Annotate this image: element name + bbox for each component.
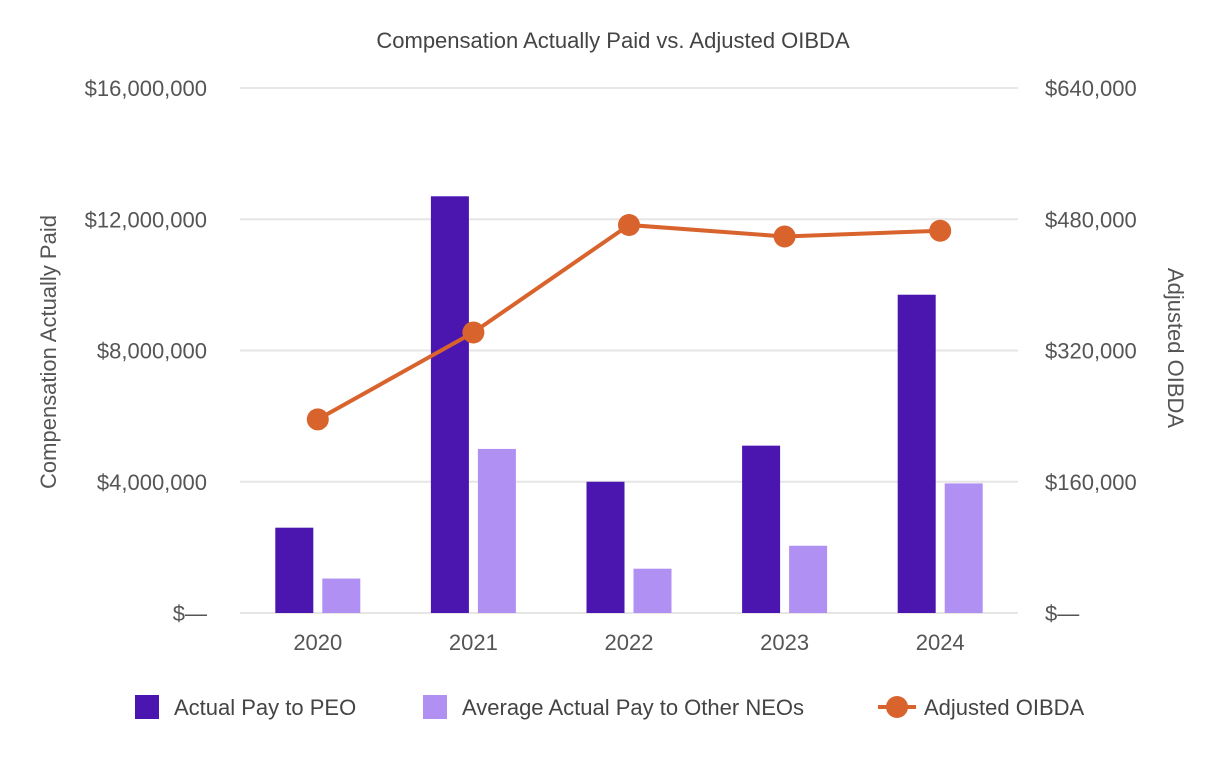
x-tick-label: 2022 [605,630,654,655]
bar-other-neos-2023 [789,545,828,613]
oibda-point-2024 [929,219,952,242]
chart-title: Compensation Actually Paid vs. Adjusted … [376,28,850,53]
bar-other-neos-2021 [477,448,516,613]
bar-peo-2020 [275,527,314,613]
bar-peo-2022 [586,481,625,613]
left-tick-label: $— [173,601,207,626]
left-tick-label: $16,000,000 [85,76,207,101]
left-tick-label: $4,000,000 [97,470,207,495]
x-tick-label: 2024 [916,630,965,655]
right-tick-label: $320,000 [1045,339,1137,364]
legend-label: Actual Pay to PEO [174,695,356,720]
x-axis-ticks: 2020 2021 2022 2023 2024 [293,630,964,655]
right-tick-label: $640,000 [1045,76,1137,101]
legend-label: Adjusted OIBDA [924,695,1085,720]
oibda-point-2021 [462,321,485,344]
bar-other-neos-2024 [944,483,983,613]
grid-lines [240,87,1018,614]
legend-swatch [135,695,159,719]
bar-peo-2021 [430,196,469,613]
right-tick-label: $480,000 [1045,207,1137,232]
bar-peo-2023 [742,445,781,613]
left-tick-label: $8,000,000 [97,339,207,364]
bar-peo-2024 [897,294,936,613]
legend-swatch [423,695,447,719]
left-axis-ticks: $— $4,000,000 $8,000,000 $12,000,000 $16,000… [85,76,207,626]
oibda-line-path [316,222,941,422]
oibda-line [306,213,952,431]
x-tick-label: 2020 [293,630,342,655]
x-tick-label: 2021 [449,630,498,655]
legend-label: Average Actual Pay to Other NEOs [462,695,804,720]
legend: Actual Pay to PEO Average Actual Pay to O… [135,695,1085,720]
right-tick-label: $160,000 [1045,470,1137,495]
oibda-point-2023 [773,225,796,248]
bar-other-neos-2022 [633,568,672,613]
legend-marker [886,696,908,718]
oibda-point-2022 [618,213,640,236]
right-axis-ticks: $— $160,000 $320,000 $480,000 $640,000 [1045,76,1137,626]
y-left-label: Compensation Actually Paid [36,215,61,489]
bars [275,196,983,613]
left-tick-label: $12,000,000 [85,207,207,232]
right-tick-label: $— [1045,601,1079,626]
y-right-label: Adjusted OIBDA [1163,268,1188,429]
x-tick-label: 2023 [760,630,809,655]
bar-other-neos-2020 [322,578,361,613]
oibda-point-2020 [306,408,329,431]
